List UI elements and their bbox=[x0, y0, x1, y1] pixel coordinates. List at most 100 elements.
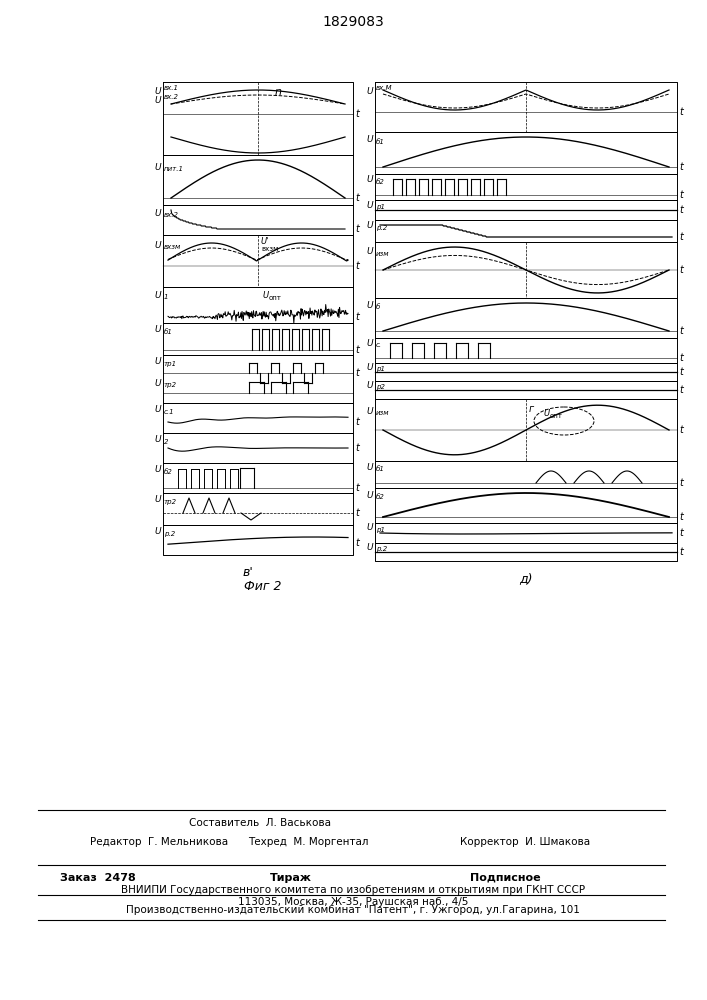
Text: вх.М: вх.М bbox=[376, 85, 392, 91]
Text: г: г bbox=[529, 404, 534, 414]
Text: Заказ  2478: Заказ 2478 bbox=[60, 873, 136, 883]
Text: t: t bbox=[679, 512, 683, 522]
Text: t: t bbox=[679, 326, 683, 336]
Text: t: t bbox=[679, 190, 683, 200]
Text: U: U bbox=[154, 87, 161, 96]
Text: U: U bbox=[154, 495, 161, 504]
Text: U: U bbox=[366, 490, 373, 499]
Text: б2: б2 bbox=[376, 179, 385, 185]
Text: t: t bbox=[679, 385, 683, 395]
Text: U: U bbox=[544, 410, 550, 418]
Text: t: t bbox=[679, 425, 683, 435]
Text: t: t bbox=[355, 261, 359, 271]
Text: n: n bbox=[274, 87, 281, 97]
Text: t: t bbox=[679, 205, 683, 215]
Text: вх.1: вх.1 bbox=[164, 85, 179, 91]
Text: тр2: тр2 bbox=[164, 499, 177, 505]
Text: t: t bbox=[679, 265, 683, 275]
Text: U: U bbox=[366, 338, 373, 348]
Text: t: t bbox=[355, 508, 359, 518]
Text: t: t bbox=[355, 483, 359, 493]
Text: опт: опт bbox=[269, 295, 282, 301]
Text: U: U bbox=[154, 466, 161, 475]
Text: U: U bbox=[366, 524, 373, 532]
Text: д): д) bbox=[519, 572, 533, 585]
Text: Корректор  И. Шмакова: Корректор И. Шмакова bbox=[460, 837, 590, 847]
Text: р.2: р.2 bbox=[376, 225, 387, 231]
Text: t: t bbox=[355, 109, 359, 119]
Text: U: U bbox=[154, 290, 161, 300]
Text: тр2: тр2 bbox=[164, 382, 177, 388]
Text: U: U bbox=[366, 542, 373, 552]
Text: р.2: р.2 bbox=[164, 531, 175, 537]
Text: t: t bbox=[355, 312, 359, 322]
Text: U': U' bbox=[261, 237, 269, 246]
Text: с.: с. bbox=[376, 342, 382, 348]
Text: U: U bbox=[154, 406, 161, 414]
Text: Составитель  Л. Васькова: Составитель Л. Васькова bbox=[189, 818, 331, 828]
Text: U: U bbox=[366, 135, 373, 144]
Text: t: t bbox=[679, 353, 683, 363]
Text: U: U bbox=[366, 362, 373, 371]
Text: t: t bbox=[355, 368, 359, 378]
Text: U: U bbox=[154, 358, 161, 366]
Text: р.2: р.2 bbox=[376, 546, 387, 552]
Text: U: U bbox=[154, 162, 161, 172]
Text: t: t bbox=[679, 478, 683, 488]
Text: р1: р1 bbox=[376, 366, 385, 372]
Text: б1: б1 bbox=[376, 466, 385, 472]
Text: U: U bbox=[366, 462, 373, 472]
Text: Производственно-издательский комбинат "Патент", г. Ужгород, ул.Гагарина, 101: Производственно-издательский комбинат "П… bbox=[126, 905, 580, 915]
Text: t: t bbox=[679, 547, 683, 557]
Text: опт: опт bbox=[550, 413, 563, 419]
Text: б1: б1 bbox=[164, 329, 173, 335]
Text: вх.2: вх.2 bbox=[164, 212, 179, 218]
Text: U: U bbox=[366, 176, 373, 184]
Text: Техред  М. Моргентал: Техред М. Моргентал bbox=[248, 837, 368, 847]
Text: вх.2: вх.2 bbox=[164, 94, 179, 100]
Text: 2: 2 bbox=[164, 439, 168, 445]
Text: U: U bbox=[154, 528, 161, 536]
Text: U: U bbox=[154, 96, 161, 105]
Text: р1: р1 bbox=[376, 527, 385, 533]
Text: t: t bbox=[355, 193, 359, 203]
Text: изм: изм bbox=[376, 410, 390, 416]
Text: t: t bbox=[679, 107, 683, 117]
Text: U: U bbox=[366, 406, 373, 416]
Text: б1: б1 bbox=[376, 139, 385, 145]
Text: t: t bbox=[355, 224, 359, 234]
Text: U: U bbox=[366, 380, 373, 389]
Text: t: t bbox=[355, 345, 359, 355]
Text: б2: б2 bbox=[376, 494, 385, 500]
Text: изм: изм bbox=[376, 251, 390, 257]
Text: U: U bbox=[366, 247, 373, 256]
Text: t: t bbox=[679, 367, 683, 377]
Text: Тираж: Тираж bbox=[270, 873, 312, 883]
Text: U: U bbox=[154, 436, 161, 444]
Text: U: U bbox=[366, 200, 373, 210]
Text: t: t bbox=[355, 417, 359, 427]
Text: 1829083: 1829083 bbox=[322, 15, 384, 29]
Text: Фиг 2: Фиг 2 bbox=[244, 580, 282, 593]
Text: ВНИИПИ Государственного комитета по изобретениям и открытиям при ГКНТ СССР: ВНИИПИ Государственного комитета по изоб… bbox=[121, 885, 585, 895]
Text: с.1: с.1 bbox=[164, 409, 175, 415]
Text: б2: б2 bbox=[164, 469, 173, 475]
Text: U: U bbox=[154, 240, 161, 249]
Text: Подписное: Подписное bbox=[470, 873, 541, 883]
Text: U: U bbox=[154, 378, 161, 387]
Text: р2: р2 bbox=[376, 384, 385, 390]
Text: t: t bbox=[679, 528, 683, 538]
Text: вхзм: вхзм bbox=[261, 246, 279, 252]
Text: U: U bbox=[154, 326, 161, 334]
Text: t: t bbox=[355, 443, 359, 453]
Text: t: t bbox=[355, 538, 359, 548]
Text: Редактор  Г. Мельникова: Редактор Г. Мельникова bbox=[90, 837, 228, 847]
Text: 1: 1 bbox=[164, 294, 168, 300]
Text: в': в' bbox=[243, 566, 253, 580]
Text: вхзм: вхзм bbox=[164, 244, 181, 250]
Text: 113035, Москва, Ж-35, Раушская наб., 4/5: 113035, Москва, Ж-35, Раушская наб., 4/5 bbox=[238, 897, 468, 907]
Text: тр1: тр1 bbox=[164, 361, 177, 367]
Text: U: U bbox=[366, 300, 373, 310]
Text: U: U bbox=[366, 87, 373, 96]
Text: t: t bbox=[679, 162, 683, 172]
